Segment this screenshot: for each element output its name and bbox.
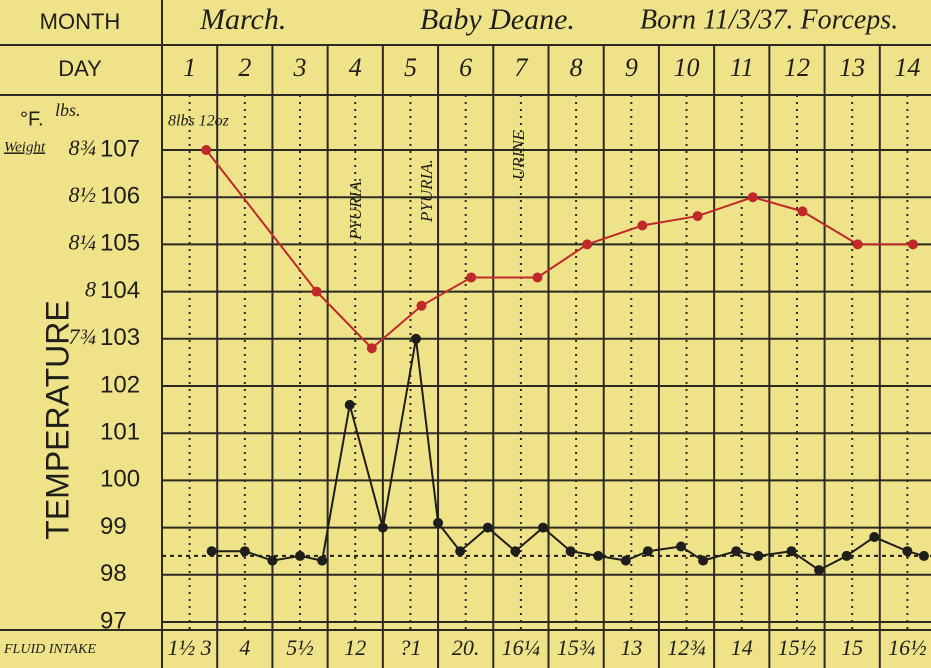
x-tick-label: 12 bbox=[784, 53, 810, 82]
data-point bbox=[295, 551, 305, 561]
data-point bbox=[267, 556, 277, 566]
day-label: DAY bbox=[58, 56, 102, 81]
data-point bbox=[312, 287, 322, 297]
y-tick-label: 105 bbox=[100, 230, 140, 257]
fluid-intake: 13 bbox=[620, 635, 642, 660]
annotation: PYURIA. bbox=[417, 159, 436, 223]
month: March. bbox=[199, 3, 286, 36]
x-tick-label: 10 bbox=[674, 53, 700, 82]
data-point bbox=[797, 206, 807, 216]
data-point bbox=[532, 272, 542, 282]
data-point bbox=[643, 546, 653, 556]
x-tick-label: 6 bbox=[459, 53, 472, 82]
chart-subtitle: Born 11/3/37. Forceps. bbox=[640, 4, 898, 35]
data-point bbox=[814, 565, 824, 575]
data-point bbox=[455, 546, 465, 556]
x-tick-label: 9 bbox=[625, 53, 638, 82]
data-point bbox=[748, 192, 758, 202]
y-tick-label: 99 bbox=[100, 513, 127, 540]
y2-tick-label: 8¼ bbox=[69, 229, 97, 254]
data-point bbox=[538, 523, 548, 533]
y-unit: °F. bbox=[20, 108, 44, 130]
data-point bbox=[753, 551, 763, 561]
y-tick-label: 103 bbox=[100, 324, 140, 351]
page: {"chart_data": {"type": "line", "month_l… bbox=[0, 0, 931, 668]
y2-tick-label: 8¾ bbox=[69, 135, 97, 160]
y-tick-label: 102 bbox=[100, 371, 140, 398]
fluid-intake: 15 bbox=[841, 635, 863, 660]
fluid-intake: 12¾ bbox=[667, 635, 706, 660]
x-tick-label: 1 bbox=[183, 53, 196, 82]
data-point bbox=[842, 551, 852, 561]
x-tick-label: 2 bbox=[238, 53, 251, 82]
data-point bbox=[919, 551, 929, 561]
y-tick-label: 107 bbox=[100, 135, 140, 162]
data-point bbox=[345, 400, 355, 410]
data-point bbox=[317, 556, 327, 566]
y-tick-label: 104 bbox=[100, 277, 140, 304]
fluid-intake: 4 bbox=[239, 635, 250, 660]
data-point bbox=[853, 239, 863, 249]
data-point bbox=[207, 546, 217, 556]
annotation: 8lbs 12oz bbox=[168, 113, 230, 130]
data-point bbox=[698, 556, 708, 566]
x-tick-label: 5 bbox=[404, 53, 417, 82]
data-point bbox=[566, 546, 576, 556]
fluid-intake: 20. bbox=[452, 635, 480, 660]
fluid-intake: ?1 bbox=[399, 635, 421, 660]
data-point bbox=[593, 551, 603, 561]
data-point bbox=[582, 239, 592, 249]
chart-title: Baby Deane. bbox=[420, 3, 575, 36]
data-point bbox=[483, 523, 493, 533]
fluid-intake: 14 bbox=[731, 635, 753, 660]
month-label: MONTH bbox=[40, 9, 121, 34]
data-point bbox=[908, 239, 918, 249]
x-tick-label: 14 bbox=[894, 53, 920, 82]
fluid-intake: 15¾ bbox=[557, 635, 596, 660]
data-point bbox=[902, 546, 912, 556]
x-tick-label: 7 bbox=[514, 53, 528, 82]
data-point bbox=[378, 523, 388, 533]
y2-tick-label: 8½ bbox=[69, 182, 97, 207]
chart: MONTH DAY March. Baby Deane. Born 11/3/3… bbox=[0, 0, 931, 668]
y2-tick-label: 8 bbox=[85, 277, 96, 302]
data-point bbox=[637, 221, 647, 231]
x-tick-label: 11 bbox=[730, 53, 754, 82]
y-tick-label: 97 bbox=[100, 607, 127, 634]
data-point bbox=[869, 532, 879, 542]
data-point bbox=[367, 343, 377, 353]
data-point bbox=[201, 145, 211, 155]
fluid-intake: 5½ bbox=[286, 635, 314, 660]
data-point bbox=[433, 518, 443, 528]
y-tick-label: 101 bbox=[100, 419, 140, 446]
data-point bbox=[240, 546, 250, 556]
y2-label: Weight bbox=[4, 139, 46, 155]
data-point bbox=[510, 546, 520, 556]
x-tick-label: 4 bbox=[349, 53, 362, 82]
data-point bbox=[417, 301, 427, 311]
data-point bbox=[676, 541, 686, 551]
y-tick-label: 106 bbox=[100, 183, 140, 210]
data-point bbox=[693, 211, 703, 221]
fluid-intake: 16½ bbox=[888, 635, 927, 660]
y-tick-label: 100 bbox=[100, 466, 140, 493]
fluid-intake: 16¼ bbox=[502, 635, 541, 660]
data-point bbox=[621, 556, 631, 566]
fluid-intake: 1½ 3 bbox=[168, 635, 212, 660]
fluid-intake: 12 bbox=[344, 635, 366, 660]
y-tick-label: 98 bbox=[100, 560, 127, 587]
fluid-intake-label: FLUID INTAKE bbox=[3, 642, 96, 657]
x-tick-label: 8 bbox=[570, 53, 583, 82]
data-point bbox=[731, 546, 741, 556]
data-point bbox=[466, 272, 476, 282]
data-point bbox=[411, 334, 421, 344]
fluid-intake: 15½ bbox=[778, 635, 817, 660]
y2-unit: lbs. bbox=[55, 100, 81, 120]
data-point bbox=[786, 546, 796, 556]
annotation: URINE bbox=[509, 129, 528, 180]
x-tick-label: 3 bbox=[293, 53, 307, 82]
x-tick-label: 13 bbox=[839, 53, 865, 82]
y2-tick-label: 7¾ bbox=[69, 324, 97, 349]
annotation: PYURIA. bbox=[346, 177, 365, 241]
